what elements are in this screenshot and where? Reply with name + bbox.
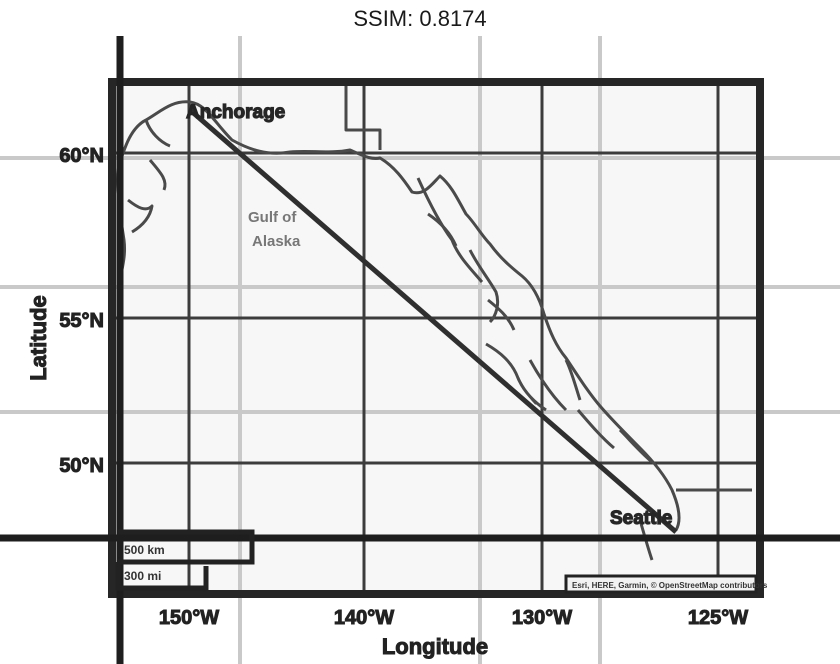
label-gulf-of-alaska-2: Alaska — [252, 233, 301, 250]
route-line — [188, 108, 678, 534]
y-tick-55n: 55°N — [59, 310, 104, 332]
attribution-box — [564, 574, 758, 594]
y-axis-label: Latitude — [26, 295, 51, 381]
attribution-text: Esri, HERE, Garmin, © OpenStreetMap cont… — [572, 581, 768, 590]
coastline — [115, 84, 752, 561]
label-gulf-of-alaska-1: Gulf of — [248, 209, 297, 226]
label-anchorage: Anchorage — [186, 102, 285, 123]
y-tick-50n: 50°N — [59, 455, 104, 477]
image-title: SSIM: 0.8174 — [353, 6, 487, 31]
map-frame — [108, 78, 764, 598]
scale-bar-mi: 300 mi — [124, 569, 161, 583]
x-tick-140w: 140°W — [334, 607, 394, 629]
outer-gridlines — [0, 36, 840, 664]
label-seattle: Seattle — [610, 508, 672, 529]
x-tick-125w: 125°W — [688, 607, 748, 629]
scale-bar-km: 500 km — [124, 543, 165, 557]
x-tick-130w: 130°W — [512, 607, 572, 629]
y-tick-60n: 60°N — [59, 145, 104, 167]
x-tick-150w: 150°W — [159, 607, 219, 629]
scale-bar: 500 km 300 mi — [115, 529, 255, 591]
x-axis-label: Longitude — [382, 634, 488, 659]
